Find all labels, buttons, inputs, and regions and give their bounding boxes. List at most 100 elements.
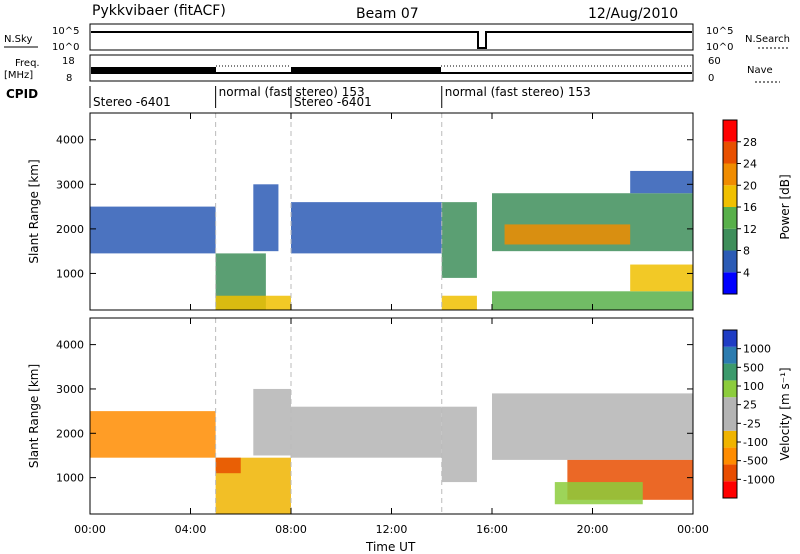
- cpid-segment-label: Stereo -6401: [93, 95, 171, 109]
- beam-title: Beam 07: [356, 6, 419, 22]
- power-colorbar-segment: [723, 185, 737, 207]
- velocity-colorbar-segment: [723, 430, 737, 448]
- power-colorbar-segment: [723, 141, 737, 164]
- velocity-colorbar: -1000 -500 -100 -25 25 100 500 1000 Velocity [m …: [722, 329, 792, 499]
- power-region: [504, 224, 631, 245]
- nsearch-tick-top: 10^5: [706, 26, 733, 37]
- velocity-region: [492, 393, 693, 460]
- velocity-panel: [89, 317, 694, 515]
- velocity-colorbar-frame: [722, 329, 738, 499]
- nsky-panel: N.Sky 10^5 10^0 10^5 10^0 N.Search: [4, 23, 790, 53]
- velocity-region: [253, 388, 291, 456]
- velocity-colorbar-title: Velocity [m s⁻¹]: [778, 367, 792, 460]
- power-colorbar-label: 20: [743, 179, 757, 192]
- velocity-region: [215, 457, 241, 474]
- x-tick-label: 00:00: [74, 523, 106, 536]
- power-colorbar-label: 28: [743, 136, 757, 149]
- power-colorbar-label: 4: [743, 266, 750, 279]
- x-tick-label: 00:00: [677, 523, 709, 536]
- velocity-colorbar-segment: [723, 481, 737, 498]
- nsky-trace: [91, 31, 692, 49]
- y-tick-label: 3000: [56, 383, 84, 396]
- velocity-colorbar-label: -25: [743, 417, 761, 430]
- x-axis-label: Time UT: [365, 540, 416, 554]
- freq-band-2: [291, 67, 441, 74]
- nave-tick-top: 60: [708, 56, 721, 67]
- velocity-colorbar-segment: [723, 363, 737, 381]
- velocity-region: [90, 411, 216, 458]
- power-colorbar: 4 8 12 16 20 24 28 Power [dB]: [722, 119, 792, 295]
- power-region: [215, 295, 291, 310]
- power-colorbar-segment: [723, 163, 737, 186]
- velocity-colorbar-label: 1000: [743, 343, 771, 356]
- power-region: [630, 264, 693, 292]
- velocity-colorbar-label: -1000: [743, 473, 775, 486]
- velocity-colorbar-label: -500: [743, 455, 768, 468]
- freq-unit: [MHz]: [4, 70, 33, 81]
- power-region: [291, 202, 442, 254]
- velocity-colorbar-label: 100: [743, 380, 764, 393]
- cpid-segment-label: Stereo -6401: [294, 95, 372, 109]
- power-region: [441, 202, 477, 278]
- y-tick-label: 3000: [56, 178, 84, 191]
- y-tick-label: 2000: [56, 223, 84, 236]
- x-tick-label: 08:00: [275, 523, 307, 536]
- cpid-segment-label: normal (fast stereo) 153: [219, 85, 365, 99]
- velocity-region: [291, 406, 442, 458]
- nsky-frame: [89, 23, 694, 51]
- nave-label: Nave: [747, 65, 773, 76]
- y-axis-label: Slant Range [km]: [27, 159, 41, 263]
- power-colorbar-label: 24: [743, 158, 757, 171]
- power-colorbar-label: 12: [743, 223, 757, 236]
- velocity-colorbar-label: 25: [743, 399, 757, 412]
- velocity-region: [554, 482, 643, 505]
- power-colorbar-segment: [723, 120, 737, 142]
- y-tick-label: 4000: [56, 339, 84, 352]
- velocity-colorbar-segment: [723, 464, 737, 482]
- velocity-colorbar-label: 500: [743, 361, 764, 374]
- power-region: [441, 295, 477, 310]
- velocity-colorbar-segment: [723, 330, 737, 347]
- power-colorbar-label: 8: [743, 245, 750, 258]
- freq-label: Freq.: [15, 58, 40, 69]
- x-tick-label: 16:00: [476, 523, 508, 536]
- cpid-segment-label: normal (fast stereo) 153: [445, 85, 591, 99]
- power-region: [253, 184, 279, 252]
- velocity-colorbar-segment: [723, 346, 737, 364]
- power-region: [630, 170, 693, 194]
- x-tick-label: 20:00: [577, 523, 609, 536]
- power-region: [492, 291, 693, 310]
- velocity-colorbar-segment: [723, 414, 737, 431]
- freq-band-1: [91, 67, 216, 74]
- date-title: 12/Aug/2010: [588, 6, 678, 22]
- y-axis-label: Slant Range [km]: [27, 364, 41, 468]
- power-colorbar-label: 16: [743, 201, 757, 214]
- nsky-label: N.Sky: [4, 34, 32, 45]
- power-colorbar-segment: [723, 250, 737, 273]
- power-colorbar-segment: [723, 228, 737, 251]
- x-tick-label: 04:00: [175, 523, 207, 536]
- nsearch-label: N.Search: [745, 34, 790, 45]
- cpid-label: CPID: [6, 87, 38, 101]
- y-tick-label: 4000: [56, 134, 84, 147]
- velocity-colorbar-segment: [723, 397, 737, 414]
- freq-frame: [89, 54, 694, 82]
- velocity-colorbar-segment: [723, 447, 737, 465]
- nsearch-tick-bottom: 10^0: [706, 42, 733, 53]
- power-colorbar-segment: [723, 272, 737, 294]
- nave-tick-bottom: 0: [708, 73, 714, 84]
- velocity-region: [441, 406, 477, 483]
- station-title: Pykkvibaer (fitACF): [92, 3, 226, 19]
- freq-panel: Freq. [MHz] 18 8 60 0 Nave: [4, 54, 780, 84]
- nsky-tick-top: 10^5: [52, 26, 79, 37]
- freq-tick-top: 18: [62, 56, 75, 67]
- nsky-tick-bottom: 10^0: [52, 42, 79, 53]
- y-tick-label: 2000: [56, 427, 84, 440]
- y-tick-label: 1000: [56, 472, 84, 485]
- x-tick-label: 12:00: [376, 523, 408, 536]
- axes: 1000 2000 3000 4000 Slant Range [km] 1000 2000…: [27, 112, 709, 536]
- freq-tick-bottom: 8: [66, 73, 72, 84]
- power-panel: [89, 112, 694, 311]
